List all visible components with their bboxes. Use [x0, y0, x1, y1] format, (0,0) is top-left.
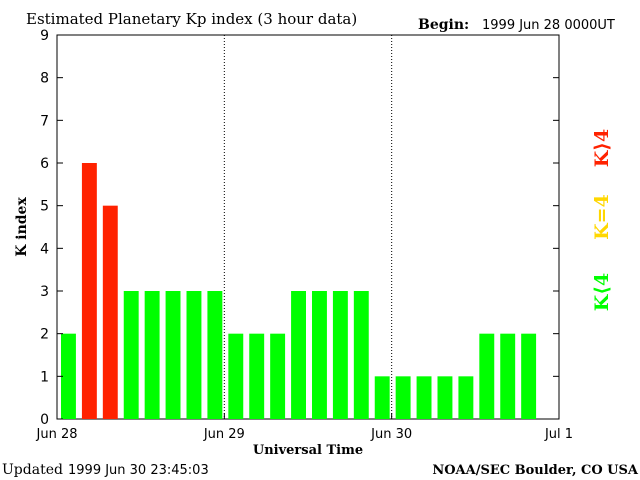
- y-tick-label-4: 4: [40, 241, 49, 257]
- y-tick-label-9: 9: [40, 28, 49, 44]
- y-axis: 0 1 2 3 4 5 6 7 8 9: [40, 28, 559, 428]
- legend-high: K⟩4: [591, 129, 613, 167]
- bar-1: [81, 163, 97, 419]
- bar-7: [207, 291, 223, 419]
- bar-18: [437, 376, 453, 419]
- y-axis-title: K index: [14, 197, 30, 257]
- chart-title: Estimated Planetary Kp index (3 hour dat…: [26, 10, 357, 28]
- bar-14: [353, 291, 369, 419]
- bar-19: [458, 376, 474, 419]
- begin-label: Begin:: [418, 17, 469, 33]
- x-tick-label-3: Jul 1: [544, 427, 573, 442]
- y-tick-label-7: 7: [40, 113, 49, 129]
- bar-9: [249, 333, 265, 419]
- bar-11: [291, 291, 306, 419]
- begin-value: 1999 Jun 28 0000UT: [482, 18, 615, 33]
- y-tick-label-2: 2: [40, 327, 49, 343]
- x-tick-label-1: Jun 29: [203, 427, 245, 442]
- credit-text: NOAA/SEC Boulder, CO USA: [432, 463, 639, 478]
- y-tick-label-5: 5: [40, 199, 49, 215]
- bar-8: [228, 333, 244, 419]
- bar-16: [395, 376, 411, 419]
- bar-0: [61, 333, 76, 419]
- bar-17: [416, 376, 432, 419]
- day-dividers: [223, 35, 393, 419]
- bar-12: [312, 291, 327, 419]
- bars: [61, 163, 537, 419]
- bar-21: [500, 333, 516, 419]
- y-tick-label-8: 8: [40, 71, 49, 87]
- legend-mid: K=4: [591, 194, 613, 240]
- bar-4: [144, 291, 160, 419]
- legend-low: K⟨4: [591, 273, 613, 311]
- x-tick-label-0: Jun 28: [36, 427, 78, 442]
- bar-15: [374, 376, 390, 419]
- x-axis: Jun 28 Jun 29 Jun 30 Jul 1: [36, 413, 573, 442]
- bar-6: [186, 291, 202, 419]
- plot-frame: [56, 34, 560, 420]
- x-axis-title: Universal Time: [253, 443, 363, 458]
- x-tick-label-2: Jun 30: [370, 427, 412, 442]
- bar-20: [479, 333, 495, 419]
- updated-label: Updated: [2, 462, 63, 478]
- bar-13: [332, 291, 348, 419]
- y-tick-label-6: 6: [40, 156, 49, 172]
- bar-2: [102, 205, 118, 419]
- y-tick-label-0: 0: [40, 412, 49, 428]
- bar-22: [521, 333, 537, 419]
- y-tick-label-1: 1: [40, 369, 49, 385]
- bar-10: [270, 333, 286, 419]
- y-tick-label-3: 3: [40, 284, 49, 300]
- bar-3: [123, 291, 139, 419]
- bar-5: [165, 291, 181, 419]
- updated-value: 1999 Jun 30 23:45:03: [68, 463, 209, 478]
